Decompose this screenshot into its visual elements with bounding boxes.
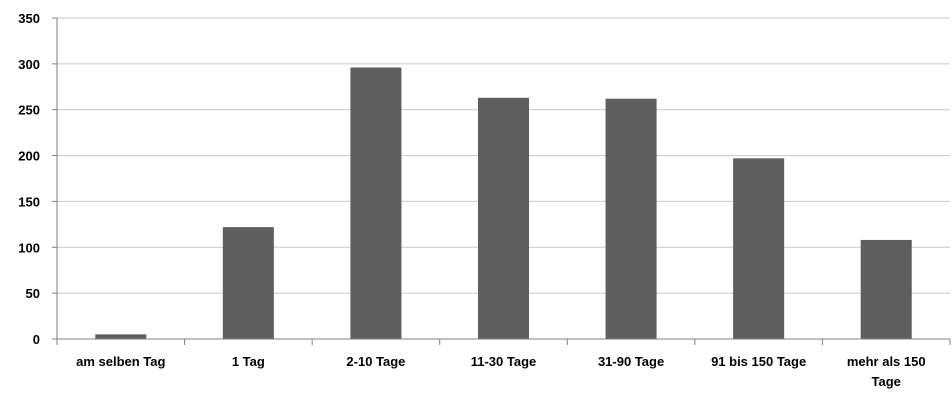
x-category-label-line: Tage	[872, 374, 901, 389]
bar	[222, 227, 274, 339]
x-category-label-line: mehr als 150	[847, 354, 926, 369]
bar	[95, 334, 147, 339]
y-tick-label: 350	[18, 11, 40, 26]
y-tick-label: 250	[18, 103, 40, 118]
y-tick-label: 0	[33, 332, 40, 347]
bar	[605, 98, 657, 339]
bar	[350, 67, 402, 340]
bar	[477, 97, 530, 339]
y-tick-label: 150	[18, 194, 40, 209]
x-category-label-line: 91 bis 150 Tage	[711, 354, 806, 369]
y-tick-label: 50	[26, 286, 40, 301]
y-tick-label: 300	[18, 57, 40, 72]
x-category-label: 2-10 Tage	[346, 354, 405, 369]
x-category-label-line: 1 Tag	[232, 354, 265, 369]
x-category-label: 91 bis 150 Tage	[711, 354, 806, 369]
bar	[733, 158, 785, 339]
x-category-label-line: 31-90 Tage	[598, 354, 664, 369]
x-category-label-line: 2-10 Tage	[346, 354, 405, 369]
y-tick-label: 200	[18, 149, 40, 164]
bars	[95, 67, 912, 340]
x-category-labels: am selben Tag 1 Tag 2-10 Tage 11-30 Tage 31-…	[76, 354, 925, 389]
bar	[860, 239, 912, 339]
x-category-label: 11-30 Tage	[471, 354, 537, 369]
x-category-label: 31-90 Tage	[598, 354, 664, 369]
x-category-label: mehr als 150 Tage	[847, 354, 926, 389]
x-category-label: am selben Tag	[76, 354, 165, 369]
axes	[52, 17, 951, 345]
y-tick-labels: 0 50 100 150 200 250 300 350	[18, 11, 40, 347]
y-tick-label: 100	[18, 240, 40, 255]
x-category-label-line: 11-30 Tage	[471, 354, 537, 369]
x-category-label-line: am selben Tag	[76, 354, 165, 369]
x-category-label: 1 Tag	[232, 354, 265, 369]
